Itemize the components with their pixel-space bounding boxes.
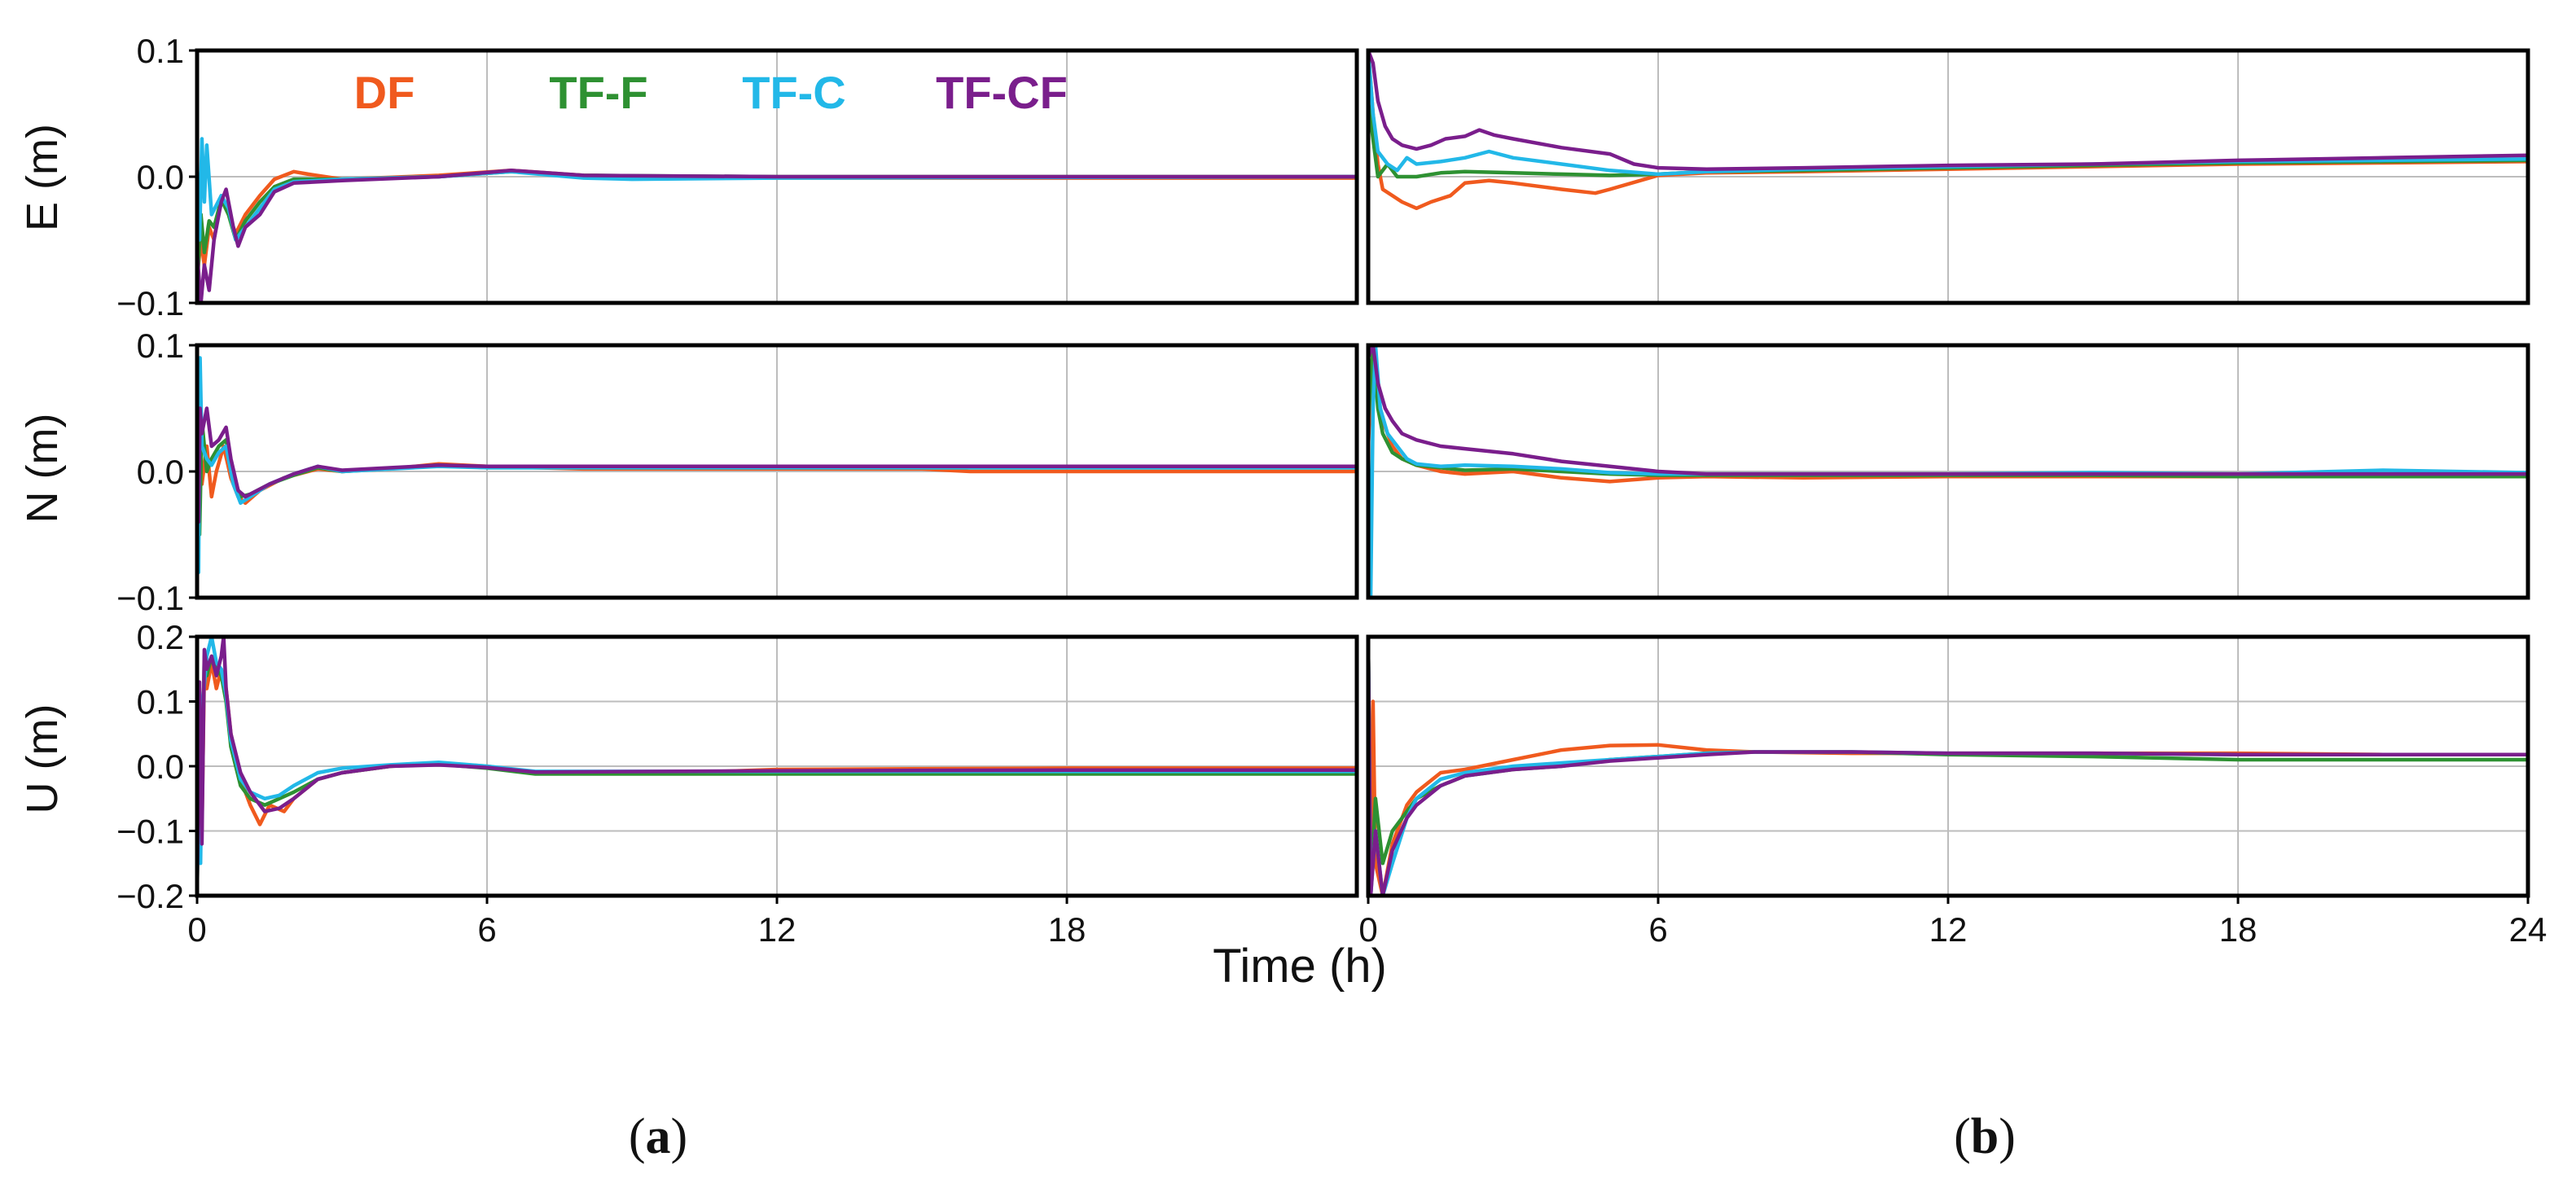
legend-DF: DF (354, 67, 415, 118)
panel-a-U-xtick-label-6: 6 (477, 910, 496, 949)
panel-a-N-ytick-label-0: 0.1 (137, 327, 184, 365)
panel-b-N-frame (1366, 343, 2530, 600)
panel-b-E-frame (1366, 48, 2530, 305)
panel-a-E-ytick-label-2: −0.1 (116, 284, 184, 322)
panels: 0.10.0−0.10.10.0−0.10.20.10.0−0.1−0.20 6 1… (116, 32, 2547, 949)
panel-a-E-ytick-label-1: 0.0 (137, 158, 184, 196)
panel-a-N-ytick-label-2: −0.1 (116, 579, 184, 617)
panel-a-E: 0.1 0.0 −0.1 (116, 32, 1359, 322)
panel-b-U-xtick-label-0: 0 (1358, 910, 1377, 949)
panel-b-U-xtick-label-24: 24 (2509, 910, 2547, 949)
panel-b-U-xtick-label-6: 6 (1648, 910, 1667, 949)
panel-b-N-line-TF-CF (1368, 345, 2528, 476)
panel-a-E-line-TF-C (197, 137, 1357, 242)
panel-a-U-xtick-label-18: 18 (1048, 910, 1086, 949)
ylabel-E: E (m) (18, 124, 67, 231)
panel-a-U-line-TF-CF (197, 637, 1357, 896)
panel-a-U-xtick-label-12: 12 (758, 910, 796, 949)
panel-a-U: 0.2 0.1 0.0 −0.1 −0.20 6 12 18 (116, 618, 1359, 949)
panel-a-U-ytick-label-2: 0.0 (137, 747, 184, 786)
panel-a-N: 0.1 0.0 −0.1 (116, 327, 1359, 617)
panel-b-U-line-TF-CF (1368, 637, 2528, 896)
ylabel-U: U (m) (18, 704, 67, 814)
panel-a-U-ytick-label-1: 0.1 (137, 683, 184, 721)
ylabel-N: N (m) (18, 414, 67, 524)
panel-b-E-series (1368, 50, 2528, 211)
panel-a-U-ytick-label-3: −0.1 (116, 813, 184, 851)
x-axis-label: Time (h) (1213, 940, 1387, 993)
panel-label-b-letter: b (1971, 1109, 1999, 1164)
panel-label-a: (a) (629, 1109, 687, 1164)
panel-b-U-xtick-label-12: 12 (1929, 910, 1968, 949)
panel-b-E-line-TF-CF (1368, 50, 2528, 171)
panel-b-U: 0 6 12 18 24 (1358, 634, 2547, 949)
panel-b-N-series (1368, 345, 2528, 598)
panel-a-N-ytick-label-1: 0.0 (137, 453, 184, 491)
panel-b-U-series (1368, 637, 2528, 896)
legend-TF-F: TF-F (549, 67, 647, 118)
panel-b-E (1366, 48, 2530, 305)
panel-b-N (1366, 343, 2530, 600)
panel-a-U-ytick-label-4: −0.2 (116, 877, 184, 915)
panel-a-U-xtick-label-0: 0 (187, 910, 206, 949)
legend-TF-CF: TF-CF (936, 67, 1068, 118)
panel-a-U-series (197, 637, 1357, 896)
panel-label-a-letter: a (646, 1109, 671, 1164)
panel-a-E-series (197, 137, 1357, 303)
panel-a-N-line-TF-CF (197, 393, 1357, 524)
panel-label-b: (b) (1954, 1109, 2016, 1164)
panel-a-E-ytick-label-0: 0.1 (137, 32, 184, 70)
legend-TF-C: TF-C (742, 67, 846, 118)
panel-a-U-ytick-label-0: 0.2 (137, 618, 184, 656)
panel-a-E-line-TF-CF (197, 169, 1357, 303)
panel-b-U-xtick-label-18: 18 (2219, 910, 2258, 949)
panel-a-N-series (197, 345, 1357, 575)
legend: DF TF-F TF-C TF-CF (354, 67, 1068, 118)
